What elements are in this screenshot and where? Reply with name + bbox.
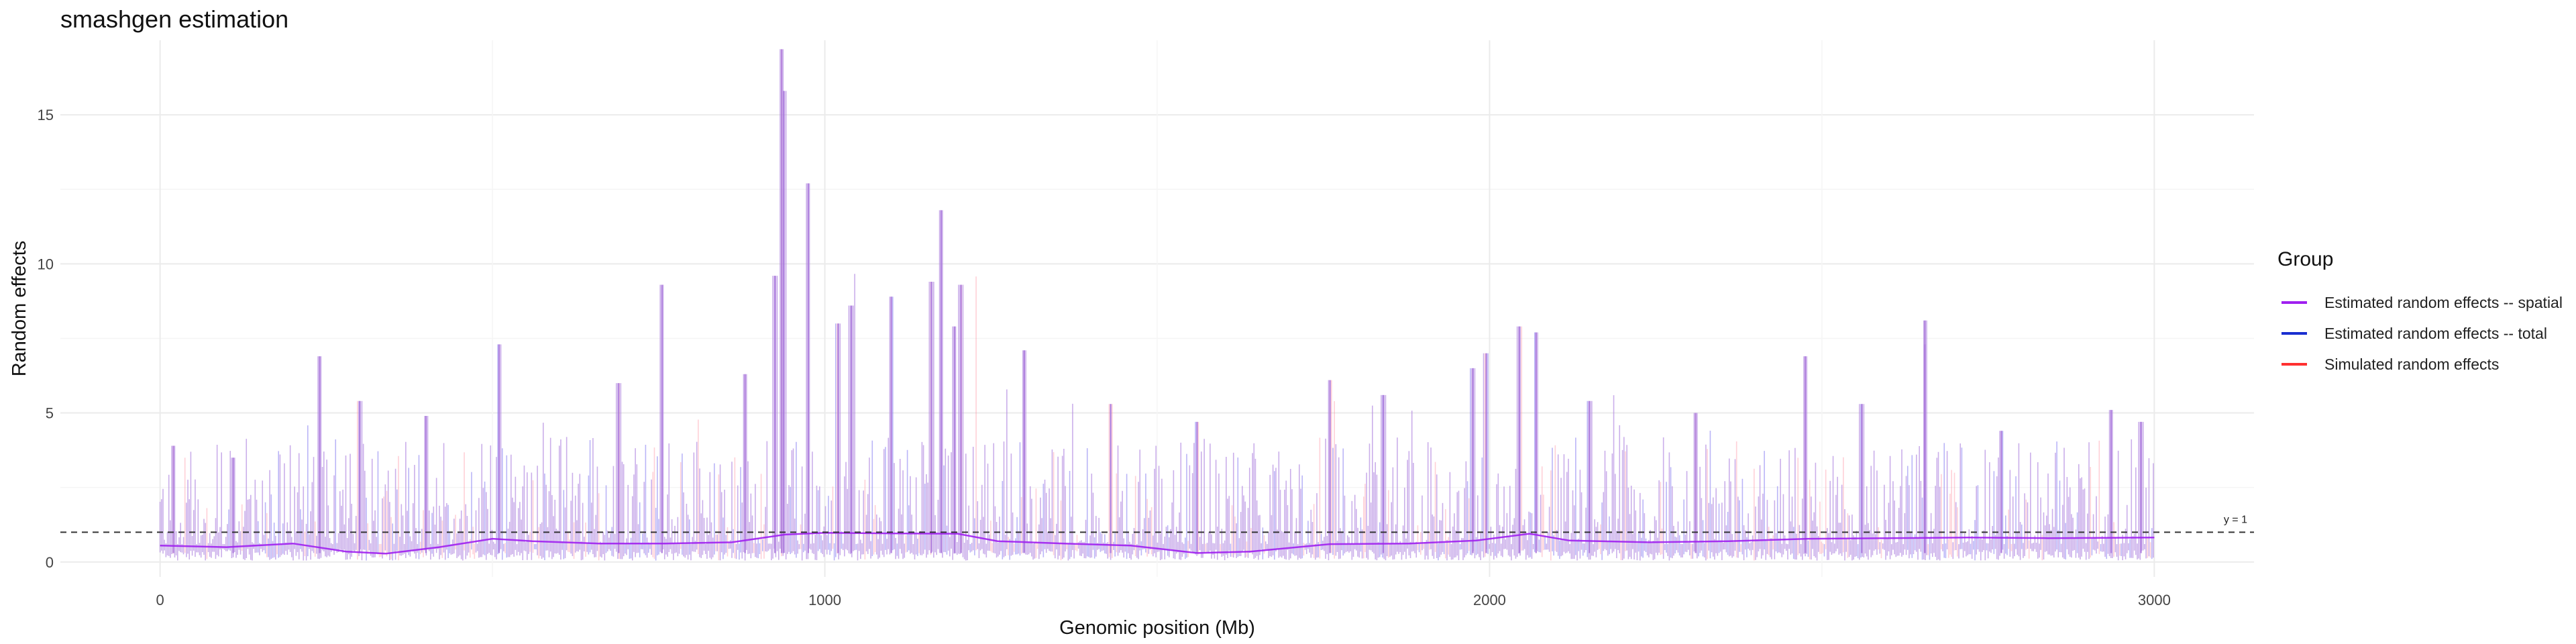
legend-swatch	[2282, 301, 2307, 304]
x-tick-label: 2000	[1473, 592, 1506, 608]
reference-line-group: y = 1	[60, 514, 2254, 533]
legend-item-simulated: Simulated random effects	[2277, 349, 2563, 380]
chart-title: smashgen estimation	[60, 5, 289, 33]
y-tick-label: 10	[38, 256, 54, 272]
y-tick-label: 15	[38, 107, 54, 123]
tick-labels: 0 1000 2000 3000 0 5 10 15	[38, 107, 2171, 608]
x-tick-label: 0	[156, 592, 164, 608]
legend-label: Estimated random effects -- total	[2324, 324, 2547, 342]
legend-item-spatial: Estimated random effects -- spatial	[2277, 287, 2563, 318]
grid-lines	[60, 40, 2254, 577]
y-tick-label: 5	[46, 405, 54, 422]
series-line	[160, 531, 2155, 555]
legend-item-total: Estimated random effects -- total	[2277, 318, 2563, 349]
legend-title: Group	[2277, 248, 2334, 270]
series-lines	[160, 531, 2155, 555]
legend-swatch	[2282, 332, 2307, 335]
legend: Group Estimated random effects -- spatia…	[2277, 248, 2563, 380]
x-tick-label: 1000	[808, 592, 841, 608]
legend-label: Estimated random effects -- spatial	[2324, 293, 2563, 311]
noise-bars	[159, 49, 2154, 561]
x-tick-label: 3000	[2138, 592, 2171, 608]
legend-label: Simulated random effects	[2324, 355, 2500, 373]
y-axis-title: Random effects	[9, 241, 30, 377]
legend-swatch	[2282, 363, 2307, 366]
y-tick-label: 0	[46, 554, 54, 571]
reference-line-label: y = 1	[2224, 514, 2247, 525]
x-axis-title: Genomic position (Mb)	[1059, 617, 1255, 639]
